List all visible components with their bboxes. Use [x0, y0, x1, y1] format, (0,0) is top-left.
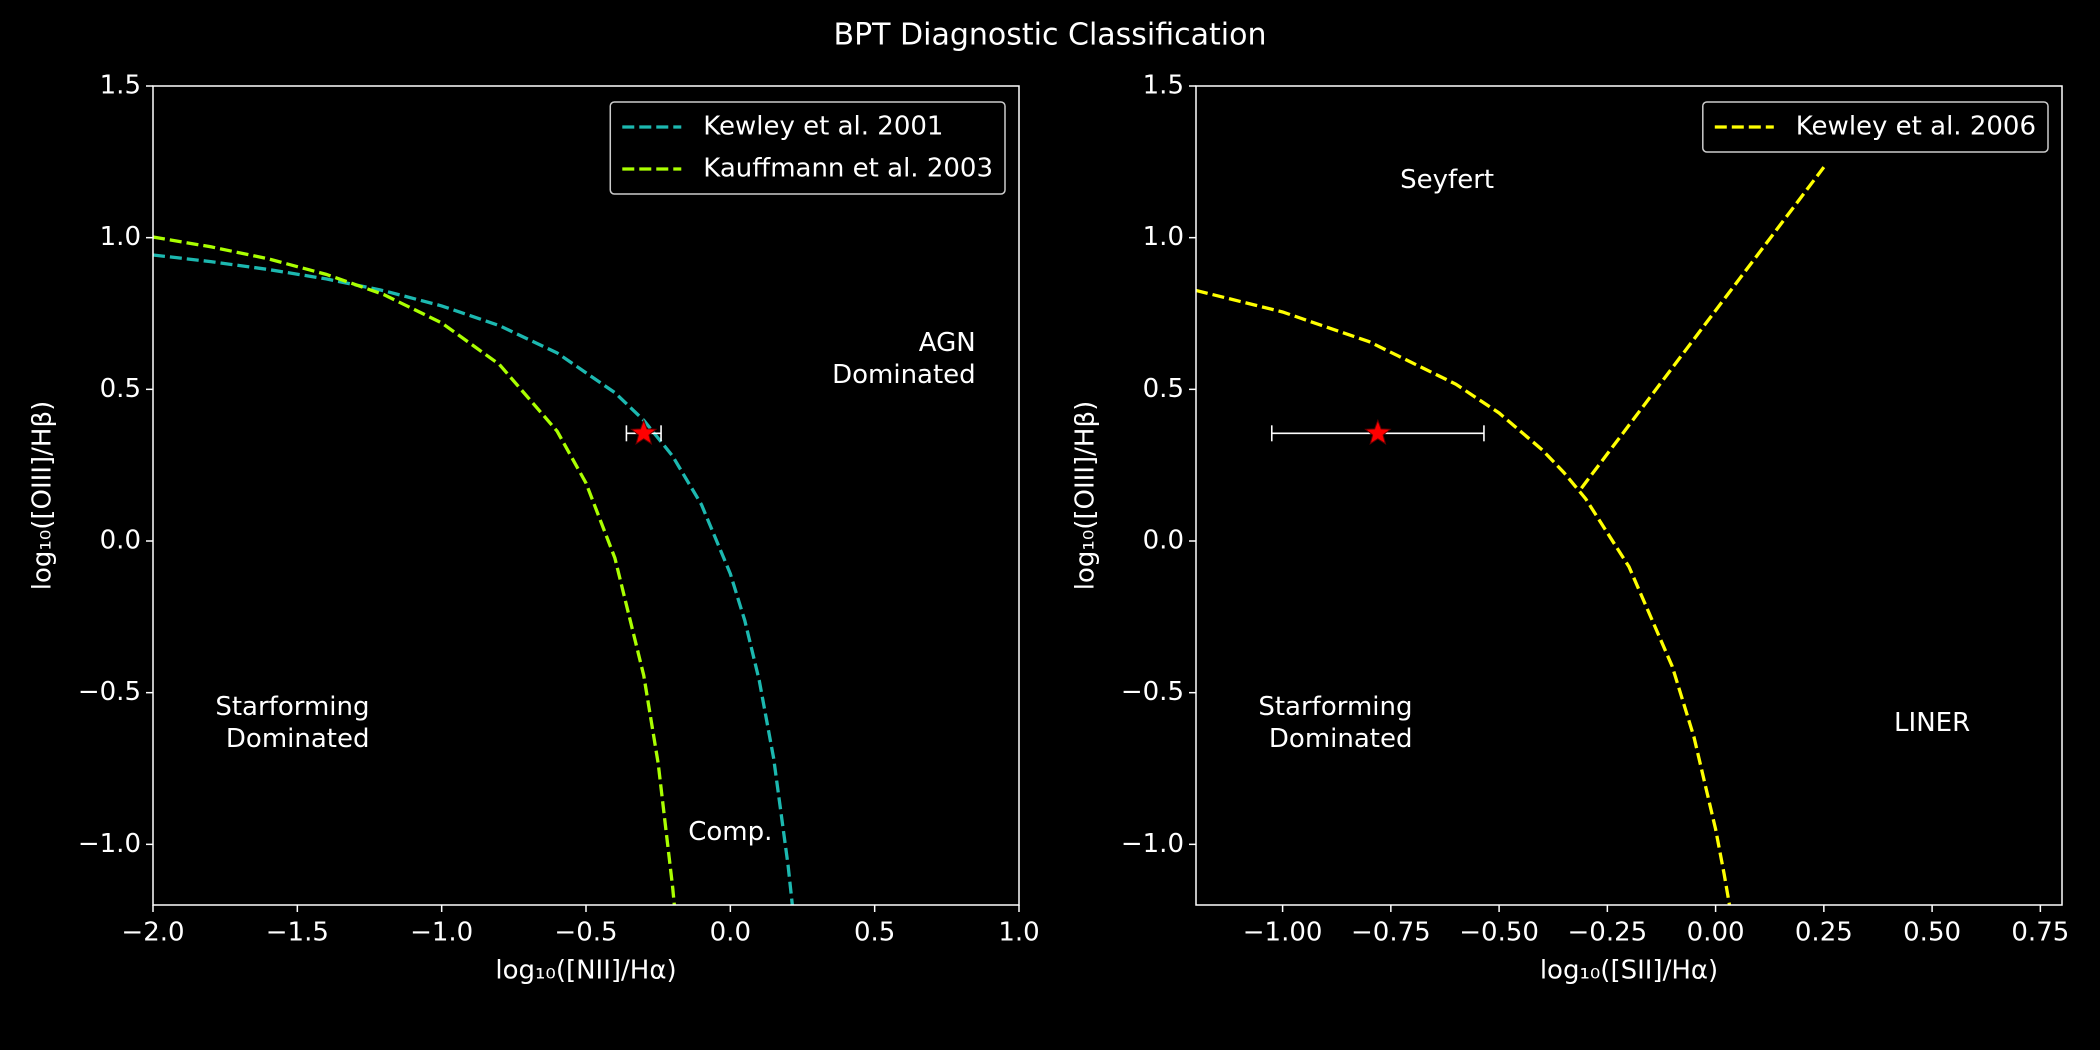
y-tick-label: −0.5 — [78, 677, 141, 707]
annotation: LINER — [1894, 708, 1971, 738]
point — [1364, 418, 1392, 445]
curve — [1196, 166, 1826, 905]
x-axis-label: log₁₀([SII]/Hα) — [1540, 956, 1718, 986]
curve — [153, 253, 794, 905]
legend: Kewley et al. 2001 Kauffmann et al. 2003 — [609, 101, 1006, 195]
x-tick-label: 0.25 — [1795, 918, 1853, 948]
x-axis-label: log₁₀([NII]/Hα) — [495, 956, 676, 986]
axes-frame — [1195, 85, 2063, 906]
x-tick-label: 0.0 — [710, 918, 751, 948]
axes: −1.00 −0.75 −0.50 −0.25 0.00 0.25 0.50 0.75 −1.0… — [1071, 71, 2070, 986]
x-tick-label: −0.75 — [1351, 918, 1431, 948]
y-tick-label: −1.0 — [1121, 829, 1184, 859]
x-tick-label: −2.0 — [121, 918, 184, 948]
annotation: Starforming Dominated — [215, 692, 370, 754]
axes: −2.0 −1.5 −1.0 −0.5 0.0 0.5 1.0 −1.0 −0.5 0.0 0.5 1… — [28, 71, 1040, 986]
y-tick-label: 1.0 — [1143, 222, 1184, 252]
y-tick-label: −0.5 — [1121, 677, 1184, 707]
x-tick-label: 0.50 — [1903, 918, 1961, 948]
y-tick-label: 0.5 — [1143, 374, 1184, 404]
legend-label: Kauffmann et al. 2003 — [703, 154, 993, 184]
y-tick-label: 0.0 — [1143, 526, 1184, 556]
legend-label: Kewley et al. 2001 — [703, 112, 943, 142]
x-tick-label: 1.0 — [998, 918, 1039, 948]
legend-frame — [609, 101, 1006, 195]
annotation: AGN Dominated — [832, 328, 976, 390]
axes-frame — [152, 85, 1020, 906]
annotation: Comp. — [688, 817, 773, 848]
curve — [153, 235, 676, 905]
y-axis-label: log₁₀([OIII]/Hβ) — [28, 401, 58, 590]
legend: Kewley et al. 2006 — [1702, 101, 2049, 153]
y-tick-label: 1.5 — [1143, 71, 1184, 101]
x-tick-label: 0.75 — [2011, 918, 2069, 948]
figure-title: BPT Diagnostic Classification — [833, 18, 1266, 53]
y-tick-label: 1.5 — [100, 71, 141, 101]
y-tick-label: −1.0 — [78, 829, 141, 859]
x-tick-label: −0.50 — [1459, 918, 1539, 948]
y-tick-label: 1.0 — [100, 222, 141, 252]
x-tick-label: 0.00 — [1687, 918, 1745, 948]
x-tick-label: −0.5 — [554, 918, 617, 948]
x-tick-label: −1.5 — [266, 918, 329, 948]
y-tick-label: 0.0 — [100, 526, 141, 556]
y-tick-label: 0.5 — [100, 374, 141, 404]
y-axis-label: log₁₀([OIII]/Hβ) — [1071, 401, 1101, 590]
annotation: Seyfert — [1400, 165, 1495, 196]
annotation: Starforming Dominated — [1258, 692, 1413, 754]
legend-label: Kewley et al. 2006 — [1796, 112, 2036, 142]
x-tick-label: −1.0 — [410, 918, 473, 948]
x-tick-label: −0.25 — [1568, 918, 1648, 948]
point — [630, 418, 658, 445]
x-tick-label: 0.5 — [854, 918, 895, 948]
legend-frame — [1702, 101, 2049, 153]
x-tick-label: −1.00 — [1243, 918, 1323, 948]
